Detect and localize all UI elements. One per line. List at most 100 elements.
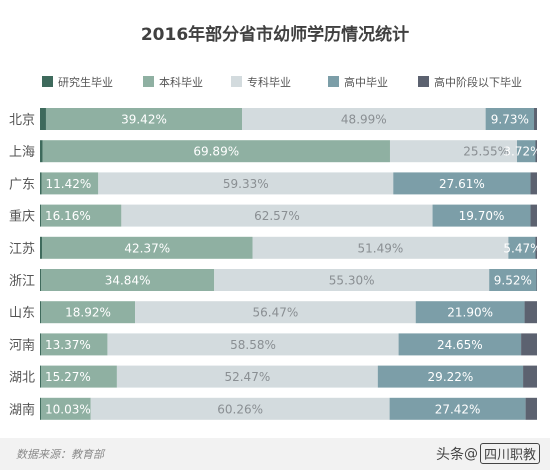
data-label: 56.47%: [252, 306, 298, 320]
bar-segment: [40, 236, 42, 259]
bar-segment: [40, 333, 41, 356]
bar-segment: [389, 397, 526, 420]
category-label: 湖北: [9, 371, 35, 386]
bar-segment: [536, 269, 538, 291]
data-label: 15.27%: [45, 370, 91, 384]
bar-segment: [121, 204, 433, 227]
bar-segment: [40, 397, 91, 420]
data-label: 42.37%: [124, 241, 170, 255]
data-label: 52.47%: [224, 370, 270, 384]
data-label: 55.30%: [329, 274, 375, 288]
bar-segment: [90, 397, 390, 420]
data-label: 39.42%: [121, 113, 167, 127]
data-label: 34.84%: [105, 274, 151, 288]
bar-segment: [508, 236, 536, 259]
category-label: 上海: [9, 145, 35, 160]
bar-segment: [485, 108, 535, 130]
legend-swatch-1: [143, 76, 154, 87]
bar-segment: [41, 172, 99, 195]
data-label: 51.49%: [358, 241, 404, 255]
bar-segment: [42, 140, 390, 163]
bar-segment: [98, 172, 394, 195]
bar-segment: [523, 365, 537, 388]
data-label: 10.03%: [45, 402, 91, 416]
category-label: 重庆: [9, 209, 35, 225]
legend-label-3: 高中毕业: [344, 75, 388, 89]
category-label: 湖南: [9, 402, 35, 418]
data-label: 19.70%: [459, 209, 505, 223]
bar-segment: [116, 365, 378, 388]
data-label: 27.61%: [439, 177, 485, 191]
bar-segment: [45, 108, 243, 130]
legend-label-4: 高中阶段以下毕业: [434, 75, 522, 89]
bar-segment: [40, 140, 43, 163]
bar-segment: [377, 365, 524, 388]
data-label: 29.22%: [428, 370, 474, 384]
data-label: 11.42%: [45, 177, 91, 191]
legend-swatch-3: [328, 76, 339, 87]
bar-segment: [40, 333, 108, 356]
bar-segment: [40, 204, 122, 227]
legend-label-0: 研究生毕业: [58, 75, 113, 89]
data-source-note: 数据来源：教育部: [16, 448, 104, 461]
legend-label-2: 专科毕业: [247, 75, 291, 89]
bar-segment: [389, 140, 518, 163]
bar-segment: [40, 172, 42, 195]
bar-segment: [40, 301, 41, 324]
legend: 研究生毕业 本科毕业 专科毕业 高中毕业 高中阶段以下毕业: [42, 75, 522, 89]
data-label: 9.73%: [491, 113, 529, 127]
data-label: 3.72%: [503, 145, 541, 159]
bar-segment: [40, 204, 41, 227]
bar-segment: [107, 333, 399, 356]
bar-segment: [534, 108, 537, 130]
bar-segment: [489, 269, 537, 291]
data-label: 18.92%: [65, 306, 111, 320]
data-label: 25.55%: [463, 145, 509, 159]
bar-segment: [393, 172, 531, 195]
bar-segment: [517, 140, 536, 163]
bar-segment: [40, 108, 46, 130]
data-label: 24.65%: [437, 338, 483, 352]
bar-segment: [521, 333, 537, 356]
data-label: 62.57%: [254, 209, 300, 223]
category-label: 浙江: [9, 274, 35, 289]
watermark-prefix: 头条: [435, 446, 464, 463]
bars: 39.42% 48.99% 9.73% 69.89% 25.55%3.72% 11.42%…: [40, 108, 542, 420]
data-label: 27.42%: [435, 402, 481, 416]
bar-segment: [40, 365, 117, 388]
bar-segment: [432, 204, 531, 227]
legend-swatch-0: [42, 76, 53, 87]
data-label: 48.99%: [341, 113, 387, 127]
chart-title: 2016年部分省市幼师学历情况统计: [141, 24, 409, 45]
data-label: 21.90%: [447, 306, 493, 320]
bar-segment: [398, 333, 522, 356]
bar-segment: [525, 397, 537, 420]
data-label: 5.47%: [503, 241, 541, 255]
bar-segment: [40, 269, 41, 291]
bar-segment: [214, 269, 490, 291]
bar-segment: [535, 236, 537, 259]
category-label: 江苏: [9, 241, 35, 257]
bar-segment: [530, 204, 537, 227]
category-label: 山东: [9, 306, 35, 321]
footer: 数据来源：教育部 头条 @ 四川职教: [0, 438, 550, 470]
bar-segment: [40, 269, 215, 291]
bar-segment: [415, 301, 525, 324]
data-label: 13.37%: [45, 338, 91, 352]
data-label: 58.58%: [230, 338, 276, 352]
bar-segment: [524, 301, 537, 324]
bar-segment: [135, 301, 416, 324]
category-label: 广东: [9, 177, 35, 192]
legend-label-1: 本科毕业: [159, 75, 203, 89]
legend-swatch-4: [418, 76, 429, 87]
bar-segment: [40, 397, 41, 420]
bar-segment: [535, 140, 537, 163]
category-label: 北京: [9, 113, 35, 128]
bar-segment: [41, 236, 253, 259]
watermark-at: @: [463, 445, 478, 462]
category-label: 河南: [9, 337, 35, 353]
data-label: 16.16%: [45, 209, 91, 223]
bar-segment: [242, 108, 486, 130]
